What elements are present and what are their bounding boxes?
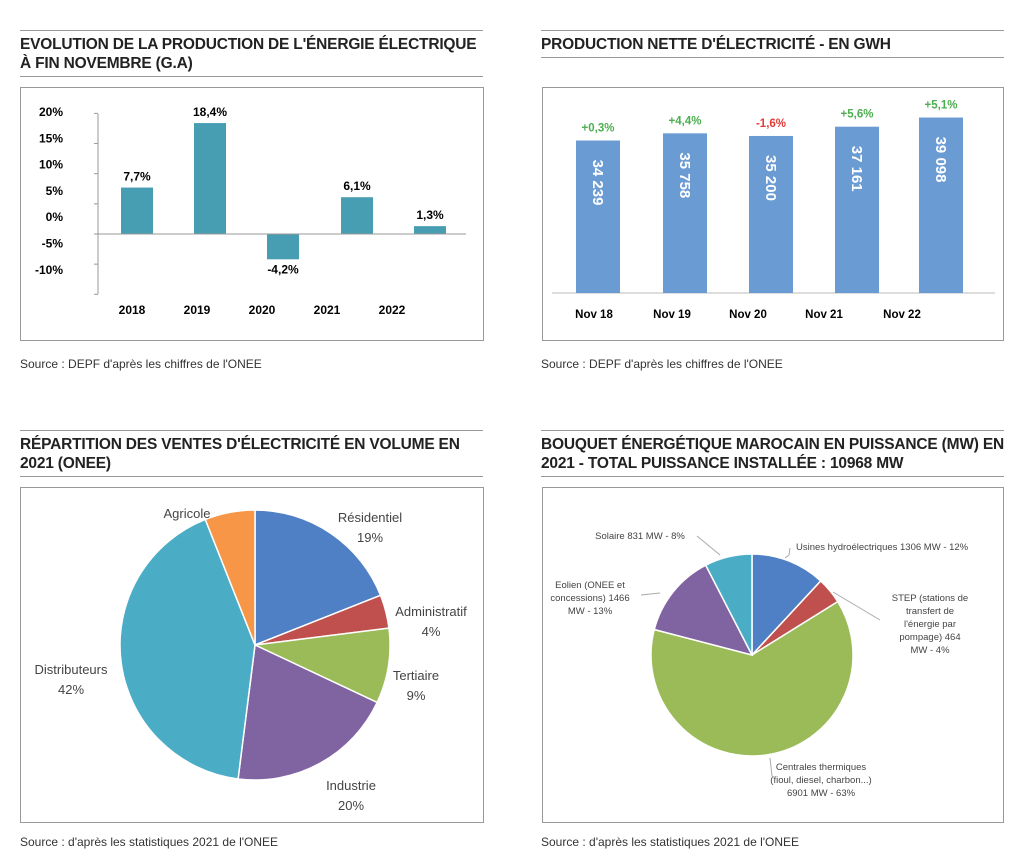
x-tick-label: 2019 bbox=[184, 303, 211, 317]
leader-line bbox=[640, 592, 661, 596]
x-tick-label: Nov 18 bbox=[575, 309, 613, 321]
chart1-title: EVOLUTION DE LA PRODUCTION DE L'ÉNERGIE … bbox=[20, 30, 483, 77]
slice-label: Centrales thermiques bbox=[776, 762, 867, 773]
slice-label: STEP (stations de bbox=[892, 593, 968, 604]
bar bbox=[121, 187, 153, 234]
data-label: 1,3% bbox=[416, 208, 444, 222]
slice-label: transfert de bbox=[906, 606, 954, 617]
pie-slice bbox=[237, 643, 379, 781]
y-tick-label: 0% bbox=[46, 210, 64, 224]
slice-label: Usines hydroélectriques 1306 MW - 12% bbox=[796, 542, 969, 553]
bar bbox=[749, 135, 793, 293]
slice-label: Eolien (ONEE et bbox=[555, 580, 625, 591]
y-tick-label: 10% bbox=[39, 158, 63, 172]
leader-line bbox=[784, 547, 791, 559]
pie-slice bbox=[653, 564, 754, 657]
x-tick-label: 2020 bbox=[249, 303, 276, 317]
data-label: 7,7% bbox=[123, 170, 151, 184]
bar bbox=[835, 126, 879, 293]
slice-label: Solaire 831 MW - 8% bbox=[595, 531, 685, 542]
pie-slice bbox=[650, 600, 854, 757]
data-label: 18,4% bbox=[193, 105, 227, 119]
slice-label: 6901 MW - 63% bbox=[787, 788, 856, 799]
leader-line bbox=[696, 535, 721, 556]
slice-label: Industrie bbox=[326, 778, 376, 793]
growth-label: +4,4% bbox=[669, 115, 702, 127]
data-label: 34 239 bbox=[589, 160, 606, 206]
slice-label: 42% bbox=[58, 682, 84, 697]
chart2-source: Source : DEPF d'après les chiffres de l'… bbox=[541, 357, 783, 371]
slice-label: 20% bbox=[338, 798, 364, 813]
data-label: -4,2% bbox=[267, 262, 299, 276]
x-tick-label: Nov 21 bbox=[805, 309, 843, 321]
data-label: 6,1% bbox=[343, 179, 371, 193]
x-tick-label: Nov 20 bbox=[729, 309, 767, 321]
slice-label: 19% bbox=[357, 530, 383, 545]
y-tick-label: -10% bbox=[35, 263, 63, 277]
chart1-frame bbox=[20, 87, 484, 341]
pie-slice bbox=[704, 553, 753, 656]
slice-label: 9% bbox=[407, 688, 426, 703]
chart4-title: BOUQUET ÉNERGÉTIQUE MAROCAIN EN PUISSANC… bbox=[541, 430, 1004, 477]
slice-label: 4% bbox=[422, 624, 441, 639]
pie-slice bbox=[119, 518, 256, 780]
x-tick-label: Nov 19 bbox=[653, 309, 691, 321]
chart3-source: Source : d'après les statistiques 2021 d… bbox=[20, 835, 279, 849]
y-tick-label: 20% bbox=[39, 105, 63, 119]
x-tick-label: 2018 bbox=[119, 303, 146, 317]
bar bbox=[414, 226, 446, 234]
data-label: 39 098 bbox=[932, 137, 949, 183]
leader-line bbox=[832, 591, 881, 621]
bar bbox=[194, 123, 226, 234]
x-tick-label: 2022 bbox=[379, 303, 406, 317]
leader-line bbox=[769, 757, 777, 779]
pie-slice bbox=[254, 509, 382, 647]
slice-label: Agricole bbox=[164, 506, 211, 521]
slice-label: concessions) 1466 bbox=[550, 593, 629, 604]
bar bbox=[267, 234, 299, 260]
growth-label: -1,6% bbox=[756, 118, 786, 130]
bar bbox=[341, 197, 373, 234]
bar bbox=[919, 117, 963, 293]
pie-slice bbox=[204, 509, 256, 646]
pie-slice bbox=[751, 553, 822, 657]
x-tick-label: Nov 22 bbox=[883, 309, 921, 321]
growth-label: +5,1% bbox=[925, 100, 958, 112]
chart4-source: Source : d'après les statistiques 2021 d… bbox=[541, 835, 800, 849]
data-label: 37 161 bbox=[848, 146, 865, 192]
slice-label: Résidentiel bbox=[338, 510, 402, 525]
growth-label: +5,6% bbox=[841, 109, 874, 121]
slice-label: (fioul, diesel, charbon...) bbox=[770, 775, 871, 786]
y-tick-label: 15% bbox=[39, 131, 63, 145]
slice-label: pompage) 464 bbox=[899, 632, 960, 643]
slice-label: Distributeurs bbox=[35, 662, 108, 677]
growth-label: +0,3% bbox=[582, 123, 615, 135]
slice-label: Tertiaire bbox=[393, 668, 439, 683]
slice-label: MW - 4% bbox=[910, 645, 950, 656]
y-tick-label: -5% bbox=[42, 237, 64, 251]
slice-label: Administratif bbox=[395, 604, 467, 619]
chart3-title: RÉPARTITION DES VENTES D'ÉLECTRICITÉ EN … bbox=[20, 430, 483, 477]
bar bbox=[663, 133, 707, 293]
bar bbox=[576, 140, 620, 293]
data-label: 35 758 bbox=[676, 152, 693, 198]
y-tick-label: 5% bbox=[46, 184, 64, 198]
chart2-frame bbox=[542, 87, 1004, 341]
x-tick-label: 2021 bbox=[314, 303, 341, 317]
chart4-frame bbox=[542, 487, 1004, 823]
chart2-title: PRODUCTION NETTE D'ÉLECTRICITÉ - EN GWH bbox=[541, 30, 1004, 58]
data-label: 35 200 bbox=[762, 155, 779, 201]
slice-label: l'énergie par bbox=[904, 619, 956, 630]
chart1-source: Source : DEPF d'après les chiffres de l'… bbox=[20, 357, 262, 371]
slice-label: MW - 13% bbox=[568, 606, 613, 617]
chart3-frame bbox=[20, 487, 484, 823]
